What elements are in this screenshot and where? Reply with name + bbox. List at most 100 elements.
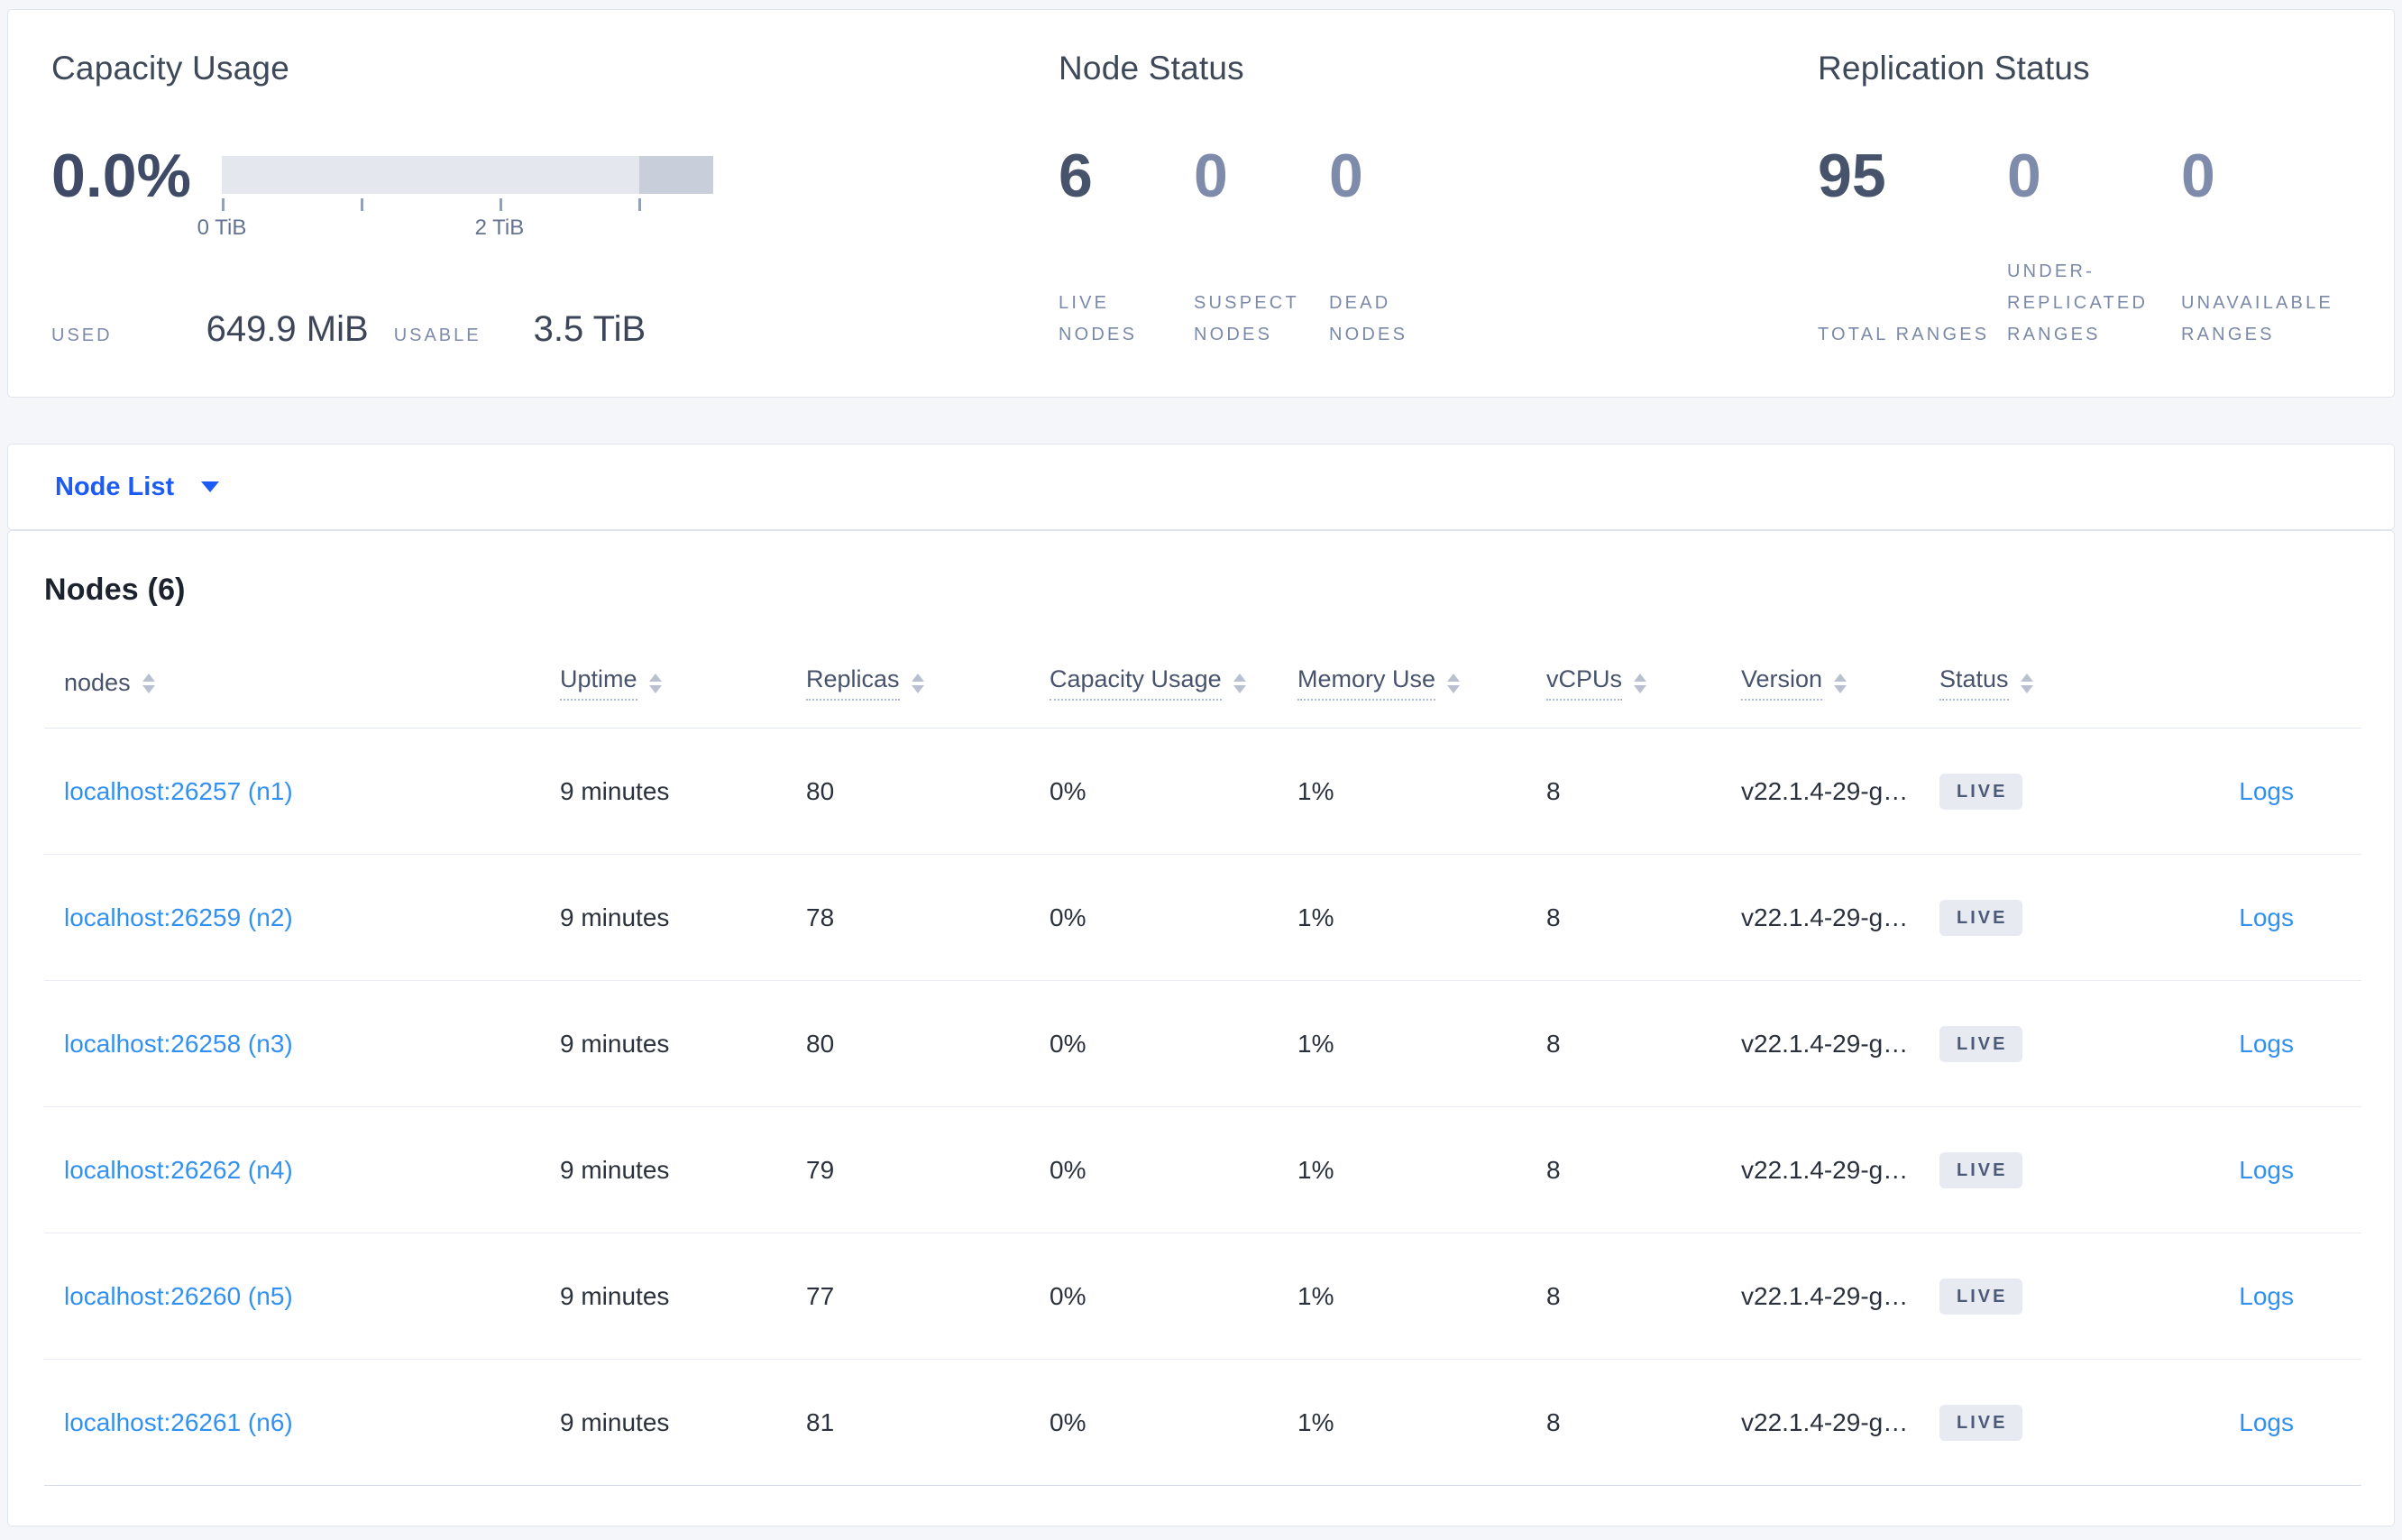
suspect-nodes-value: 0 — [1194, 142, 1228, 210]
table-row: localhost:26261 (n6) 9 minutes 81 0% 1% … — [44, 1360, 2361, 1486]
memory-use-cell: 1% — [1297, 1029, 1334, 1058]
column-header-capacity-usage[interactable]: Capacity Usage — [1030, 665, 1278, 701]
capacity-usage-cell: 0% — [1050, 1155, 1086, 1184]
uptime-cell: 9 minutes — [560, 1155, 670, 1184]
replicas-cell: 77 — [806, 1281, 835, 1310]
memory-use-cell: 1% — [1297, 1155, 1334, 1184]
unavailable-ranges-value: 0 — [2181, 142, 2215, 210]
sort-arrows-icon — [648, 673, 662, 693]
live-nodes-stat: 6 LIVE NODES — [1059, 142, 1194, 351]
status-badge: LIVE — [1939, 773, 2023, 810]
version-cell: v22.1.4-29-g… — [1741, 776, 1909, 805]
table-row: localhost:26257 (n1) 9 minutes 80 0% 1% … — [44, 729, 2361, 855]
under-replicated-ranges-stat: 0 UNDER-REPLICATED RANGES — [2007, 142, 2181, 351]
vcpus-cell: 8 — [1546, 903, 1561, 931]
node-list-dropdown[interactable]: Node List — [55, 472, 220, 502]
status-badge: LIVE — [1939, 1404, 2023, 1441]
memory-use-cell: 1% — [1297, 903, 1334, 931]
suspect-nodes-label: SUSPECT NODES — [1194, 293, 1299, 344]
unavailable-ranges-stat: 0 UNAVAILABLE RANGES — [2181, 142, 2372, 351]
node-address-link[interactable]: localhost:26261 (n6) — [64, 1407, 293, 1436]
version-cell: v22.1.4-29-g… — [1741, 903, 1909, 931]
column-header-nodes[interactable]: nodes — [44, 669, 540, 697]
replicas-cell: 80 — [806, 1029, 835, 1058]
sort-arrows-icon — [1233, 673, 1246, 693]
column-header-vcpus[interactable]: vCPUs — [1526, 665, 1721, 701]
column-header-uptime[interactable]: Uptime — [540, 665, 786, 701]
version-cell: v22.1.4-29-g… — [1741, 1155, 1909, 1184]
node-list-dropdown-label: Node List — [55, 472, 175, 501]
column-header-status[interactable]: Status — [1920, 665, 2100, 701]
uptime-cell: 9 minutes — [560, 1281, 670, 1310]
logs-link[interactable]: Logs — [2239, 776, 2294, 805]
replication-status-title: Replication Status — [1818, 50, 2090, 87]
unavailable-ranges-label: UNAVAILABLE RANGES — [2181, 293, 2333, 344]
dead-nodes-label: DEAD NODES — [1329, 293, 1408, 344]
under-replicated-ranges-value: 0 — [2007, 142, 2041, 210]
node-address-link[interactable]: localhost:26259 (n2) — [64, 903, 293, 931]
sort-arrows-icon — [142, 673, 155, 693]
logs-link[interactable]: Logs — [2239, 903, 2294, 931]
table-row: localhost:26262 (n4) 9 minutes 79 0% 1% … — [44, 1107, 2361, 1233]
version-cell: v22.1.4-29-g… — [1741, 1407, 1909, 1436]
capacity-bar-reserved-segment — [639, 156, 713, 194]
total-ranges-stat: 95 TOTAL RANGES — [1818, 142, 2007, 351]
node-status-title: Node Status — [1059, 50, 1244, 87]
logs-link[interactable]: Logs — [2239, 1281, 2294, 1310]
dead-nodes-stat: 0 DEAD NODES — [1329, 142, 1464, 351]
node-address-link[interactable]: localhost:26260 (n5) — [64, 1281, 293, 1310]
nodes-table-card: Nodes (6) nodes Uptime Replicas Capacity… — [7, 530, 2395, 1526]
capacity-usage-cell: 0% — [1050, 1029, 1086, 1058]
status-badge: LIVE — [1939, 1151, 2023, 1188]
vcpus-cell: 8 — [1546, 1281, 1561, 1310]
node-address-link[interactable]: localhost:26262 (n4) — [64, 1155, 293, 1184]
dead-nodes-value: 0 — [1329, 142, 1363, 210]
logs-link[interactable]: Logs — [2239, 1029, 2294, 1058]
memory-use-cell: 1% — [1297, 1281, 1334, 1310]
suspect-nodes-stat: 0 SUSPECT NODES — [1194, 142, 1329, 351]
replicas-cell: 79 — [806, 1155, 835, 1184]
capacity-percent: 0.0% — [51, 142, 191, 210]
capacity-axis-ticks — [222, 198, 713, 211]
column-header-replicas[interactable]: Replicas — [786, 665, 1030, 701]
vcpus-cell: 8 — [1546, 1407, 1561, 1436]
used-value: 649.9 MiB — [206, 309, 369, 349]
total-ranges-label: TOTAL RANGES — [1818, 325, 1990, 344]
total-ranges-value: 95 — [1818, 142, 1886, 210]
node-address-link[interactable]: localhost:26257 (n1) — [64, 776, 293, 805]
vcpus-cell: 8 — [1546, 776, 1561, 805]
cluster-summary-card: Capacity Usage 0.0% 0 TiB 2 TiB — [7, 9, 2395, 398]
capacity-tick-0tib: 0 TiB — [197, 215, 247, 240]
logs-link[interactable]: Logs — [2239, 1407, 2294, 1436]
replicas-cell: 78 — [806, 903, 835, 931]
replicas-cell: 81 — [806, 1407, 835, 1436]
used-label: USED — [51, 325, 113, 345]
memory-use-cell: 1% — [1297, 1407, 1334, 1436]
column-header-version[interactable]: Version — [1721, 665, 1920, 701]
sort-arrows-icon — [911, 673, 924, 693]
capacity-usage-cell: 0% — [1050, 1407, 1086, 1436]
nodes-table-title: Nodes (6) — [44, 573, 186, 607]
capacity-bar-track — [222, 156, 713, 194]
capacity-tick-2tib: 2 TiB — [474, 215, 525, 240]
capacity-usage-cell: 0% — [1050, 903, 1086, 931]
logs-link[interactable]: Logs — [2239, 1155, 2294, 1184]
live-nodes-value: 6 — [1059, 142, 1093, 210]
caret-down-icon — [201, 481, 220, 492]
live-nodes-label: LIVE NODES — [1059, 293, 1138, 344]
version-cell: v22.1.4-29-g… — [1741, 1281, 1909, 1310]
capacity-usage-cell: 0% — [1050, 776, 1086, 805]
vcpus-cell: 8 — [1546, 1029, 1561, 1058]
capacity-bar: 0 TiB 2 TiB — [197, 156, 713, 243]
capacity-usage-cell: 0% — [1050, 1281, 1086, 1310]
nodes-table-rows: localhost:26257 (n1) 9 minutes 80 0% 1% … — [44, 729, 2361, 1486]
table-row: localhost:26259 (n2) 9 minutes 78 0% 1% … — [44, 855, 2361, 981]
capacity-usage-panel: Capacity Usage 0.0% 0 TiB 2 TiB — [51, 50, 1059, 397]
node-address-link[interactable]: localhost:26258 (n3) — [64, 1029, 293, 1058]
column-header-memory-use[interactable]: Memory Use — [1278, 665, 1526, 701]
usable-value: 3.5 TiB — [533, 309, 646, 349]
uptime-cell: 9 minutes — [560, 1029, 670, 1058]
node-status-panel: Node Status 6 LIVE NODES 0 SUSPECT NODES… — [1059, 50, 1818, 397]
table-row: localhost:26258 (n3) 9 minutes 80 0% 1% … — [44, 981, 2361, 1107]
sort-arrows-icon — [2020, 673, 2033, 693]
